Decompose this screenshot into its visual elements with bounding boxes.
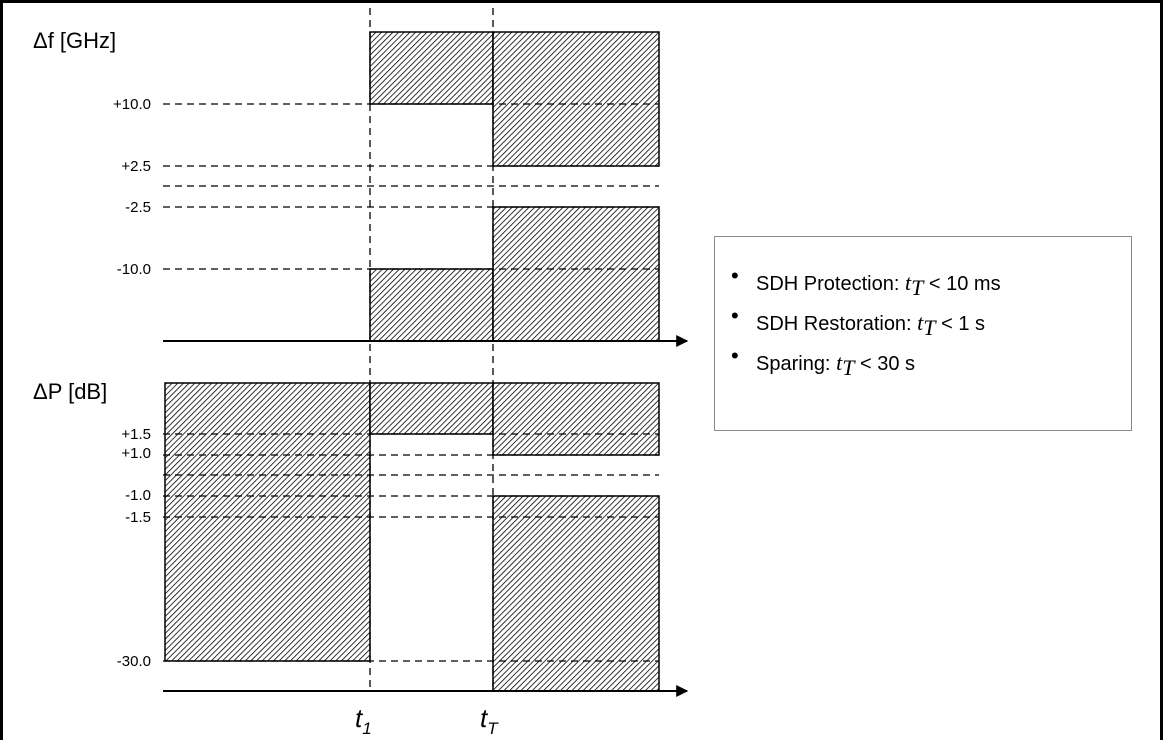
power-region-lower-tT bbox=[492, 495, 660, 692]
bottom-axis-title: ΔP [dB] bbox=[33, 379, 107, 404]
dashed-reference-lines bbox=[163, 8, 659, 691]
tick-label: -1.5 bbox=[125, 509, 151, 526]
power-region-upper-tT bbox=[492, 382, 660, 456]
bullet-icon: • bbox=[731, 303, 739, 328]
freq-region-upper-tT bbox=[492, 31, 660, 167]
legend-item-sparing: • Sparing: tT < 30 s bbox=[731, 343, 1131, 383]
power-mask-regions bbox=[164, 382, 660, 692]
legend-item-sdh-protection: • SDH Protection: tT < 10 ms bbox=[731, 263, 1131, 303]
freq-region-lower-tT bbox=[492, 206, 660, 342]
tick-label: +10.0 bbox=[113, 96, 151, 113]
tick-label: +1.5 bbox=[121, 426, 151, 443]
legend-box: • SDH Protection: tT < 10 ms • SDH Resto… bbox=[714, 236, 1132, 431]
tick-label: +2.5 bbox=[121, 158, 151, 175]
bullet-icon: • bbox=[731, 343, 739, 368]
freq-region-lower-t1 bbox=[369, 268, 494, 342]
tick-label: -10.0 bbox=[117, 261, 151, 278]
power-region-before-t1 bbox=[164, 382, 371, 662]
legend-item-sdh-restoration: • SDH Restoration: tT < 1 s bbox=[731, 303, 1131, 343]
spectrum-mask-diagram: Δf [GHz] ΔP [dB] +10.0 +2.5 -2.5 -10.0 +… bbox=[33, 8, 689, 738]
freq-region-upper-t1 bbox=[369, 31, 494, 105]
tick-label: -30.0 bbox=[117, 653, 151, 670]
tick-label: +1.0 bbox=[121, 445, 151, 462]
top-axis-title: Δf [GHz] bbox=[33, 28, 116, 53]
t1-label: t1 bbox=[355, 703, 372, 738]
top-tick-labels: +10.0 +2.5 -2.5 -10.0 bbox=[113, 96, 151, 278]
bottom-tick-labels: +1.5 +1.0 -1.0 -1.5 -30.0 bbox=[117, 426, 151, 670]
tick-label: -1.0 bbox=[125, 487, 151, 504]
tT-label: tT bbox=[480, 703, 499, 738]
bullet-icon: • bbox=[731, 263, 739, 288]
tick-label: -2.5 bbox=[125, 199, 151, 216]
power-region-upper-t1 bbox=[369, 382, 494, 435]
